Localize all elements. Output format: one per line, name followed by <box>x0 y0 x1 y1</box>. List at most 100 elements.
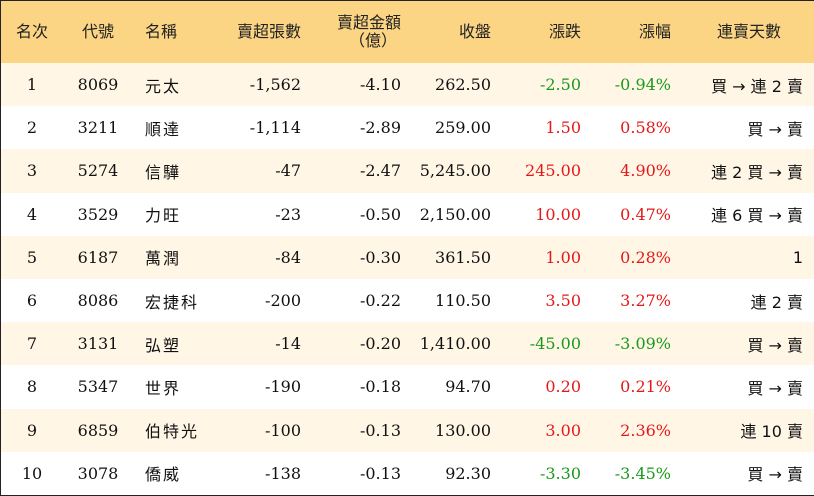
table-row[interactable]: 8 5347 世界 -190 -0.18 94.70 0.20 0.21% 買 → 賣 <box>1 365 814 409</box>
table-row[interactable]: 9 6859 伯特光 -100 -0.13 130.00 3.00 2.36% 連 10 賣 <box>1 408 814 452</box>
header-net-sell-amount-line2: （億） <box>348 31 397 50</box>
cell-close: 92.30 <box>445 463 491 483</box>
cell-net-sell-shares: -14 <box>275 334 301 354</box>
cell-streak: 連 2 買 → 賣 <box>711 162 803 182</box>
cell-rank: 9 <box>26 420 38 440</box>
header-change-pct[interactable]: 漲幅 <box>638 22 671 41</box>
cell-net-sell-amount: -2.47 <box>359 161 401 181</box>
cell-net-sell-shares: -200 <box>265 291 301 311</box>
cell-change: 10.00 <box>535 204 581 224</box>
cell-net-sell-amount: -0.18 <box>359 377 401 397</box>
cell-code: 8086 <box>77 291 119 311</box>
cell-net-sell-amount: -2.89 <box>359 118 401 138</box>
cell-change-pct: 4.90% <box>620 161 671 181</box>
cell-net-sell-amount: -0.13 <box>359 420 401 440</box>
cell-net-sell-shares: -100 <box>265 420 301 440</box>
cell-close: 94.70 <box>445 377 491 397</box>
header-change[interactable]: 漲跌 <box>548 22 581 41</box>
cell-rank: 4 <box>26 204 38 224</box>
cell-net-sell-amount: -0.30 <box>359 247 401 267</box>
cell-net-sell-shares: -1,562 <box>249 75 301 95</box>
table-row[interactable]: 7 3131 弘塑 -14 -0.20 1,410.00 -45.00 -3.09% 買 → 賣 <box>1 322 814 366</box>
table-row[interactable]: 10 3078 僑威 -138 -0.13 92.30 -3.30 -3.45% 買 → 賣 <box>1 451 814 495</box>
cell-change: -45.00 <box>529 334 581 354</box>
table-row[interactable]: 4 3529 力旺 -23 -0.50 2,150.00 10.00 0.47% 連 6 買 →… <box>1 192 814 236</box>
cell-change-pct: 0.21% <box>620 377 671 397</box>
table-row[interactable]: 3 5274 信驊 -47 -2.47 5,245.00 245.00 4.90% 連 2 買 … <box>1 149 814 193</box>
header-row: 名次 代號 名稱 賣超張數 賣超金額 （億） 收盤 漲跌 漲幅 連賣天數 <box>1 1 814 63</box>
cell-streak: 買 → 賣 <box>747 465 803 485</box>
cell-code: 5274 <box>77 161 119 181</box>
cell-rank: 5 <box>26 247 38 267</box>
header-name[interactable]: 名稱 <box>145 22 178 41</box>
cell-rank: 1 <box>26 75 38 95</box>
cell-rank: 10 <box>21 463 43 483</box>
cell-net-sell-amount: -4.10 <box>359 75 401 95</box>
cell-net-sell-shares: -47 <box>275 161 301 181</box>
table-row[interactable]: 2 3211 順達 -1,114 -2.89 259.00 1.50 0.58% 買 → 賣 <box>1 106 814 150</box>
cell-name: 萬潤 <box>145 249 182 269</box>
cell-close: 130.00 <box>435 420 491 440</box>
cell-code: 8069 <box>77 75 119 95</box>
cell-code: 3078 <box>77 463 119 483</box>
cell-change: 0.20 <box>545 377 581 397</box>
cell-name: 弘塑 <box>145 335 182 355</box>
cell-rank: 6 <box>26 291 38 311</box>
cell-name: 世界 <box>145 378 182 398</box>
cell-name: 伯特光 <box>145 422 200 442</box>
table-body: 1 8069 元太 -1,562 -4.10 262.50 -2.50 -0.94% 買 → 連… <box>1 63 814 495</box>
cell-change: 3.00 <box>545 420 581 440</box>
cell-code: 6859 <box>77 420 119 440</box>
cell-net-sell-amount: -0.13 <box>359 463 401 483</box>
cell-change-pct: 3.27% <box>620 291 671 311</box>
cell-streak: 買 → 連 2 賣 <box>711 76 803 96</box>
cell-net-sell-shares: -23 <box>275 204 301 224</box>
cell-code: 3131 <box>77 334 119 354</box>
cell-name: 信驊 <box>145 162 182 182</box>
cell-change-pct: 0.28% <box>620 247 671 267</box>
cell-name: 力旺 <box>145 206 182 226</box>
cell-close: 259.00 <box>435 118 491 138</box>
cell-name: 元太 <box>145 76 182 96</box>
header-net-sell-amount-line1: 賣超金額 <box>336 13 401 32</box>
cell-code: 3211 <box>77 118 119 138</box>
cell-net-sell-shares: -1,114 <box>249 118 301 138</box>
cell-close: 2,150.00 <box>419 204 491 224</box>
header-rank[interactable]: 名次 <box>15 22 48 41</box>
table-row[interactable]: 1 8069 元太 -1,562 -4.10 262.50 -2.50 -0.94% 買 → 連… <box>1 63 814 107</box>
cell-close: 262.50 <box>435 75 491 95</box>
cell-streak: 買 → 賣 <box>747 119 803 139</box>
cell-change: 1.00 <box>545 247 581 267</box>
cell-change: -2.50 <box>539 75 581 95</box>
cell-change-pct: 0.58% <box>620 118 671 138</box>
cell-code: 3529 <box>77 204 119 224</box>
cell-change: 3.50 <box>545 291 581 311</box>
cell-change-pct: -3.45% <box>614 463 671 483</box>
header-net-sell-shares[interactable]: 賣超張數 <box>236 22 301 41</box>
cell-change: 1.50 <box>545 118 581 138</box>
table-row[interactable]: 6 8086 宏捷科 -200 -0.22 110.50 3.50 3.27% 連 2 賣 <box>1 278 814 323</box>
cell-change-pct: -3.09% <box>614 334 671 354</box>
cell-close: 361.50 <box>435 247 491 267</box>
cell-change-pct: 2.36% <box>620 420 671 440</box>
cell-net-sell-amount: -0.50 <box>359 204 401 224</box>
cell-code: 5347 <box>77 377 119 397</box>
header-net-sell-amount[interactable]: 賣超金額 （億） <box>313 1 413 63</box>
cell-close: 5,245.00 <box>419 161 491 181</box>
cell-streak: 1 <box>792 247 803 267</box>
cell-net-sell-shares: -138 <box>265 463 301 483</box>
cell-rank: 8 <box>26 377 38 397</box>
cell-code: 6187 <box>77 247 119 267</box>
cell-close: 110.50 <box>435 291 491 311</box>
header-close[interactable]: 收盤 <box>458 22 491 41</box>
cell-streak: 買 → 賣 <box>747 378 803 398</box>
cell-streak: 連 6 買 → 賣 <box>711 206 803 226</box>
header-code[interactable]: 代號 <box>81 22 114 41</box>
cell-name: 宏捷科 <box>145 292 200 312</box>
table-row[interactable]: 5 6187 萬潤 -84 -0.30 361.50 1.00 0.28% 1 <box>1 235 814 279</box>
cell-net-sell-shares: -190 <box>265 377 301 397</box>
cell-name: 順達 <box>145 119 182 139</box>
header-streak[interactable]: 連賣天數 <box>716 22 781 41</box>
cell-streak: 買 → 賣 <box>747 335 803 355</box>
